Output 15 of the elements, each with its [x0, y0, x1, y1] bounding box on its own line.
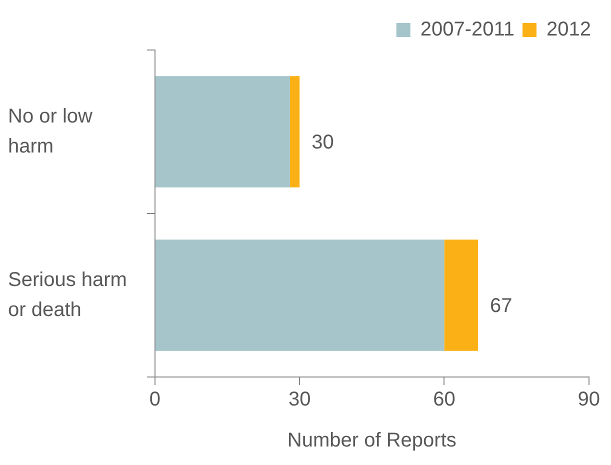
bar — [155, 76, 290, 188]
bar — [155, 240, 444, 351]
x-tick-label: 0 — [149, 388, 160, 411]
bar — [444, 240, 478, 351]
y-tick-label: No or low harm — [8, 105, 94, 158]
x-axis-title: Number of Reports — [287, 430, 456, 452]
legend-label: 2007-2011 — [420, 18, 515, 41]
x-tick-label: 60 — [433, 388, 456, 411]
x-tick-label: 90 — [578, 388, 600, 411]
legend-label: 2012 — [546, 18, 592, 41]
y-tick-label: Serious harm or death — [8, 268, 127, 321]
total-label: 30 — [312, 131, 334, 154]
total-label: 67 — [490, 294, 512, 317]
bar — [290, 76, 300, 188]
x-tick-label: 30 — [288, 388, 311, 411]
